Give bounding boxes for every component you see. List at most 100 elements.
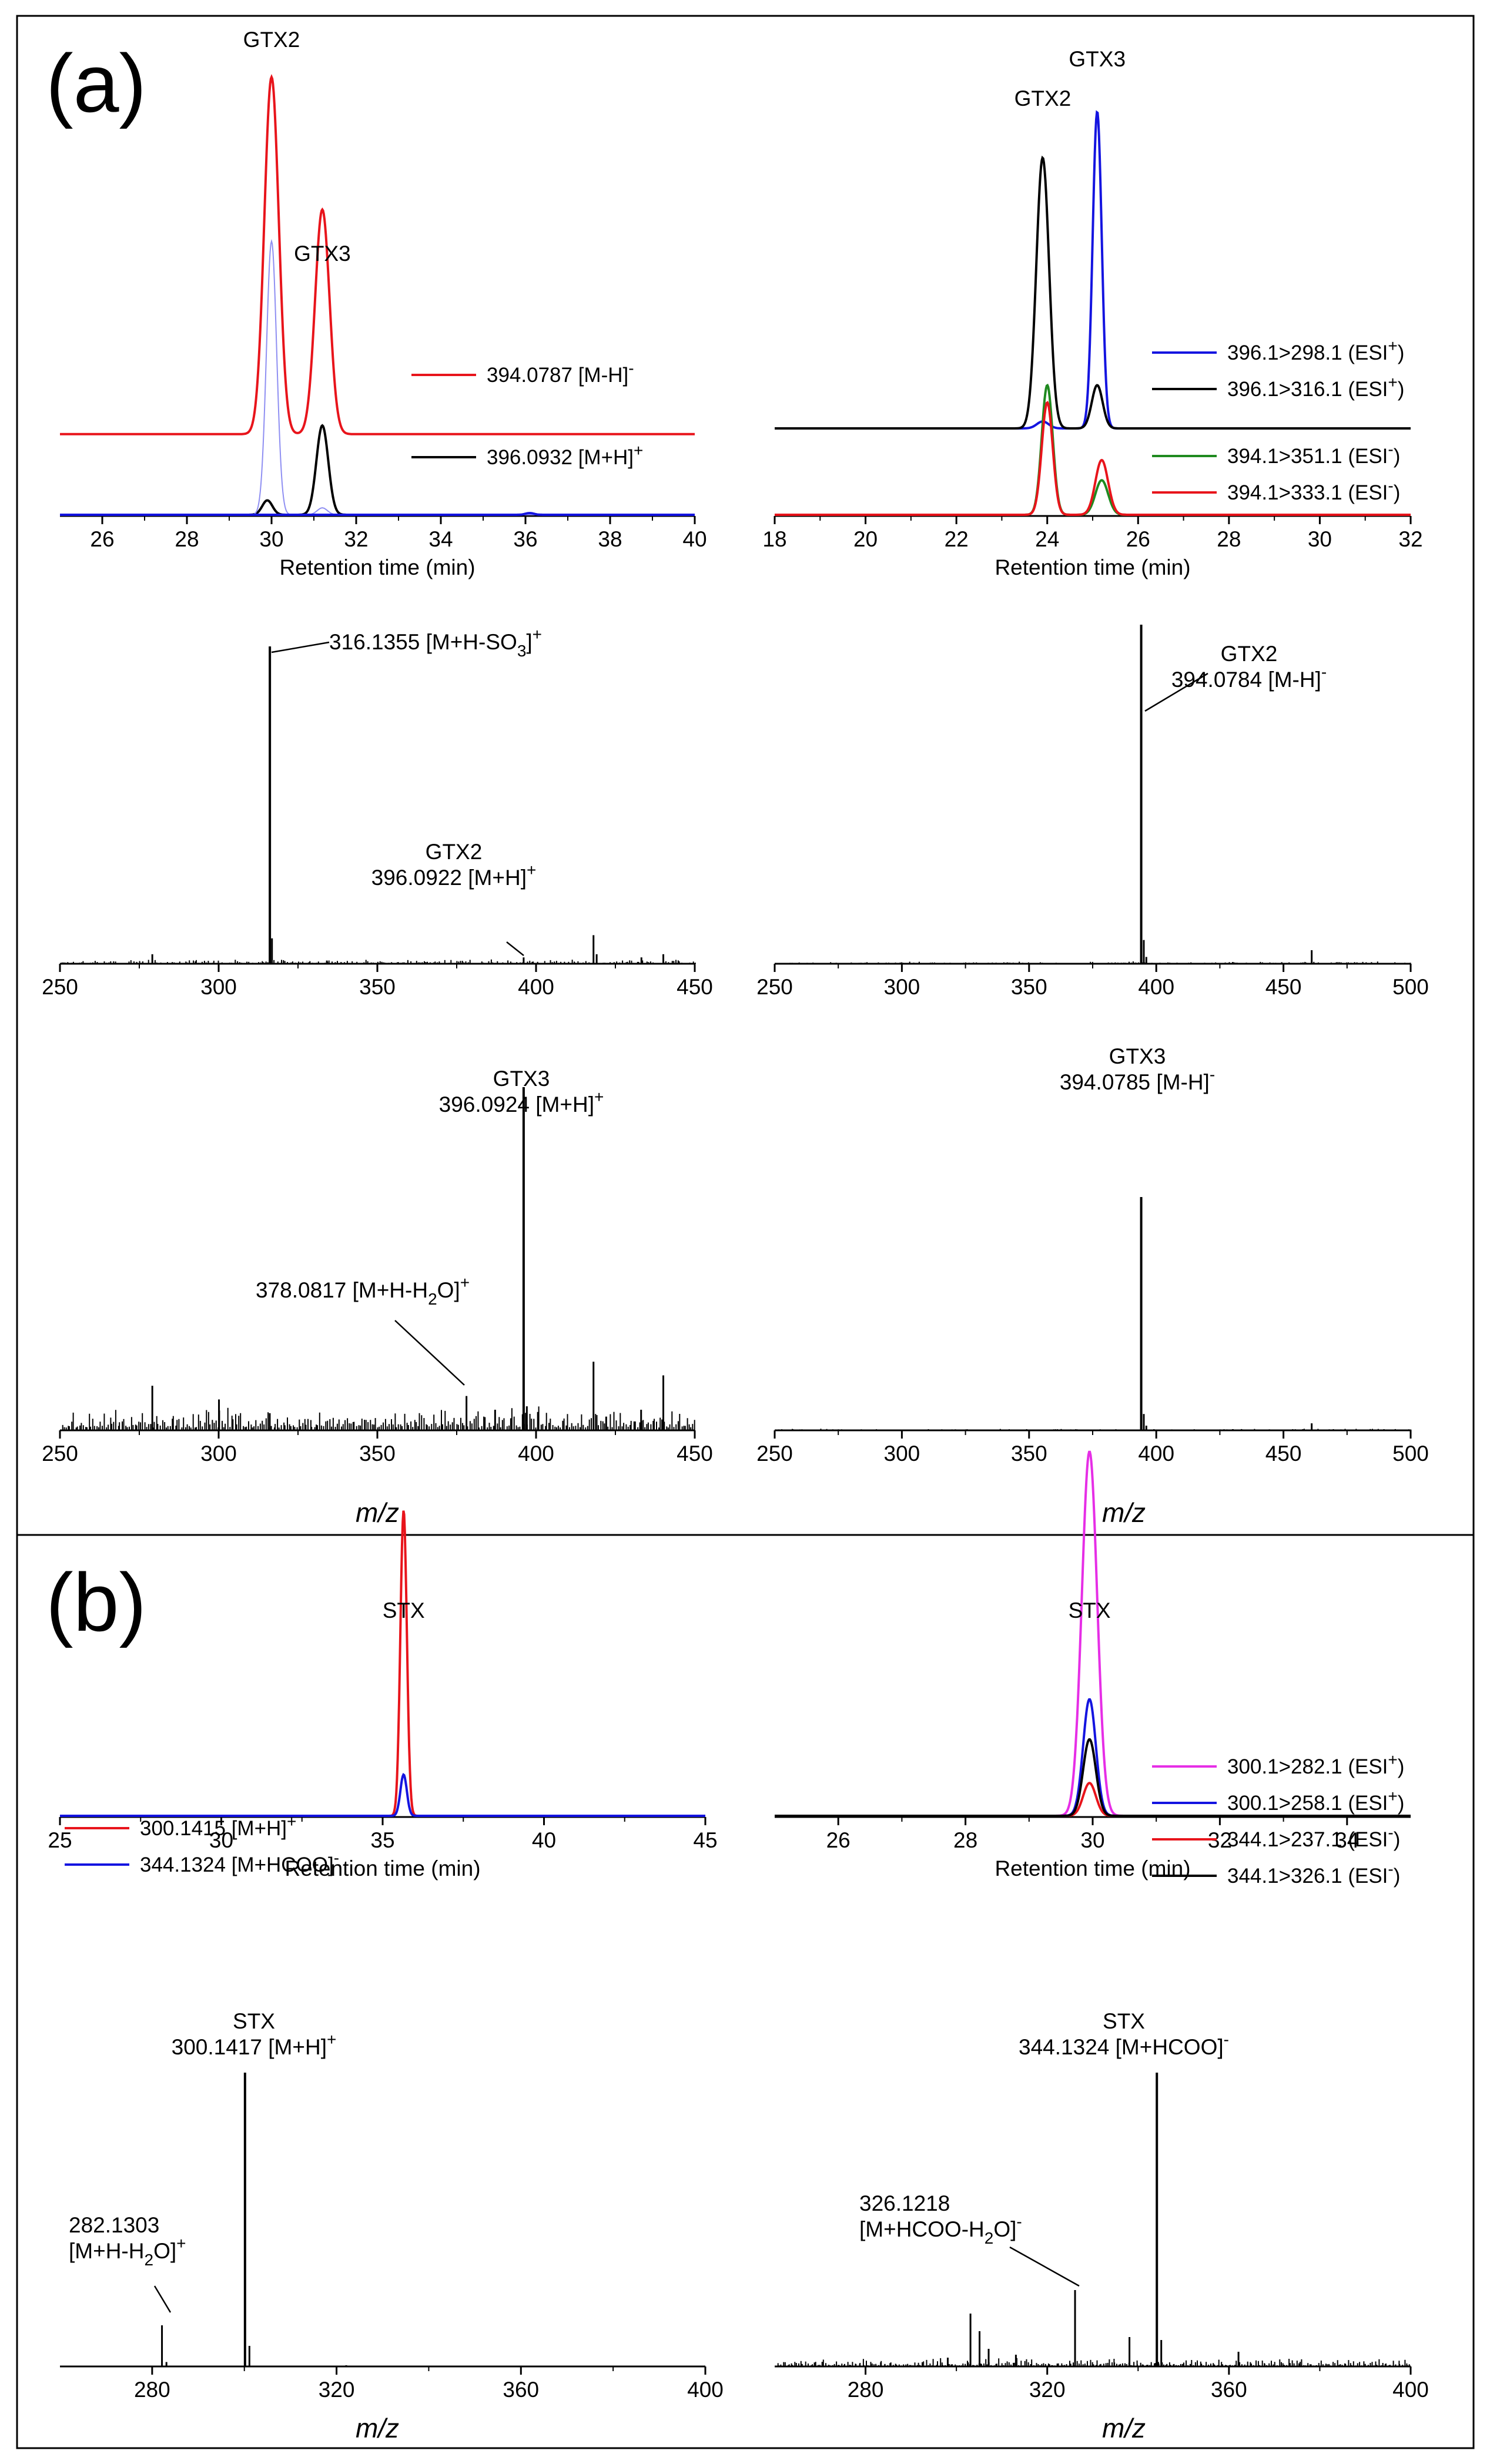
b1-tick-label: 40 <box>532 1828 556 1852</box>
a5-tick-label: 400 <box>518 1441 554 1466</box>
a2-series-1 <box>775 155 1411 430</box>
a2-legend-main-2: 394.1>351.1 (ESI <box>1227 445 1388 468</box>
a2-legend-after-0: ) <box>1398 341 1405 364</box>
a2-tick-label: 20 <box>853 527 878 551</box>
a2-legend-main-3: 394.1>333.1 (ESI <box>1227 481 1388 504</box>
b1-series-0 <box>60 1510 705 1817</box>
a1-tick-label: 38 <box>598 527 622 551</box>
a2-legend-label-2: 394.1>351.1 (ESI-) <box>1227 440 1400 468</box>
a2-peak-label-0: GTX3 <box>1069 47 1126 71</box>
a3-annotation-0-part: + <box>533 625 542 643</box>
a2-legend-sup-2: - <box>1388 440 1393 458</box>
a6-tick-label: 250 <box>756 1441 793 1466</box>
b1-legend-main-0: 300.1415 [M+H] <box>140 1817 287 1840</box>
b4-annotation-1-part: - <box>1016 2212 1022 2231</box>
a6-tick-label: 300 <box>884 1441 920 1466</box>
b2-legend-main-3: 344.1>326.1 (ESI <box>1227 1865 1388 1888</box>
a4-tick-label: 300 <box>884 975 920 999</box>
b3-callout-line-1 <box>153 2285 172 2313</box>
a3-annotation-0-part: ] <box>526 630 532 654</box>
a2-legend-sup-3: - <box>1388 477 1393 495</box>
a5-annotation-1-part: 378.0817 [M+H-H <box>256 1278 428 1302</box>
a5-annotation-0-part: + <box>594 1088 604 1106</box>
a1-peak-label-1: GTX3 <box>294 242 351 266</box>
a1-legend-main-0: 394.0787 [M-H] <box>487 364 628 387</box>
b3-tick-label: 360 <box>503 2378 539 2402</box>
a1-tick-label: 36 <box>513 527 537 551</box>
b3-annotation-0: 300.1417 [M+H]+ <box>172 2030 337 2059</box>
a3-tick-label: 400 <box>518 975 554 999</box>
a3-annotation-0-part: 3 <box>517 642 527 660</box>
a4-callout-line-0 <box>1144 672 1208 712</box>
b1-tick-label: 45 <box>693 1828 717 1852</box>
b2-legend-sup-0: + <box>1388 1751 1397 1769</box>
a6-annotation-0: 394.0785 [M-H]- <box>1060 1065 1215 1094</box>
a4-tick-label: 400 <box>1138 975 1174 999</box>
a1-tick-label: 34 <box>428 527 453 551</box>
a2-legend-main-0: 396.1>298.1 (ESI <box>1227 341 1388 364</box>
b4-annotation-1-part: 2 <box>985 2229 994 2247</box>
b4-tick-label: 400 <box>1392 2378 1429 2402</box>
figure-border <box>16 15 1475 2449</box>
a2-tick-label: 24 <box>1035 527 1059 551</box>
b2-tick-label: 30 <box>1080 1828 1104 1852</box>
a2-tick-label: 26 <box>1126 527 1150 551</box>
a2-legend-sup-0: + <box>1388 337 1397 355</box>
a1-tick-label: 30 <box>259 527 283 551</box>
b4-annotation-1: [M+HCOO-H2O]- <box>859 2212 1022 2247</box>
b2-legend-main-1: 300.1>258.1 (ESI <box>1227 1792 1388 1815</box>
b3-tick-label: 400 <box>687 2378 724 2402</box>
b1-tick-label: 25 <box>48 1828 72 1852</box>
a5-annotation-0: 396.0924 [M+H]+ <box>439 1088 604 1117</box>
a2-legend-after-2: ) <box>1394 445 1401 468</box>
b4-noise <box>777 2358 1410 2366</box>
b1-tick-label: 35 <box>370 1828 394 1852</box>
b3-annotation-title-0: STX <box>233 2009 275 2033</box>
a4-tick-label: 450 <box>1265 975 1302 999</box>
b2-legend-sup-1: + <box>1388 1787 1397 1805</box>
a1-tick-label: 26 <box>90 527 114 551</box>
b2-legend-after-1: ) <box>1398 1792 1405 1815</box>
b2-legend-sup-2: - <box>1388 1823 1393 1842</box>
a5-tick-label: 250 <box>42 1441 78 1466</box>
a2-legend-label-3: 394.1>333.1 (ESI-) <box>1227 477 1400 504</box>
a5-annotation-0-part: 396.0924 [M+H] <box>439 1092 594 1117</box>
b4-tick-label: 320 <box>1029 2378 1066 2402</box>
a6-tick-label: 500 <box>1392 1441 1429 1466</box>
a6-tick-label: 350 <box>1011 1441 1047 1466</box>
a3-annotation-0-part: 316.1355 [M+H-SO <box>329 630 517 654</box>
a1-legend-sup-1: + <box>634 441 643 460</box>
a6-noise <box>775 1429 1412 1430</box>
a4-tick-label: 250 <box>756 975 793 999</box>
a2-peak-label-1: GTX2 <box>1014 86 1072 110</box>
a3-callout-line-0 <box>271 641 330 653</box>
b1-legend-sup-1: - <box>334 1849 339 1867</box>
a2-tick-label: 28 <box>1217 527 1241 551</box>
b2-tick-label: 26 <box>826 1828 851 1852</box>
b4-annotation-title-0: STX <box>1103 2009 1145 2033</box>
b3-annotation-0-part: + <box>327 2030 336 2049</box>
b4-annotation-0: 344.1324 [M+HCOO]- <box>1019 2030 1229 2059</box>
a4-noise <box>776 961 1411 964</box>
a1-peak-label-0: GTX2 <box>243 28 300 52</box>
a3-tick-label: 450 <box>677 975 713 999</box>
a4-annotation-0-part: 394.0784 [M-H] <box>1171 668 1321 692</box>
a1-legend-sup-0: - <box>628 359 634 377</box>
b3-annotation-1-part: O] <box>153 2239 176 2263</box>
b1-series-1 <box>60 1772 705 1817</box>
a5-annotation-1-part: 2 <box>428 1290 437 1308</box>
a1-legend-main-1: 396.0932 [M+H] <box>487 446 634 469</box>
b2-series-3 <box>775 1738 1411 1817</box>
b4-annotation-1-part: [M+HCOO-H <box>859 2217 985 2241</box>
a2-legend-after-1: ) <box>1398 378 1405 401</box>
b3-annotation-1-part: [M+H-H <box>69 2239 144 2263</box>
b3-annotation-1-part: + <box>176 2234 186 2252</box>
b1-peak-label-0: STX <box>383 1598 425 1622</box>
a5-annotation-1: 378.0817 [M+H-H2O]+ <box>256 1273 470 1308</box>
b3-annotation-1: [M+H-H2O]+ <box>69 2234 186 2269</box>
